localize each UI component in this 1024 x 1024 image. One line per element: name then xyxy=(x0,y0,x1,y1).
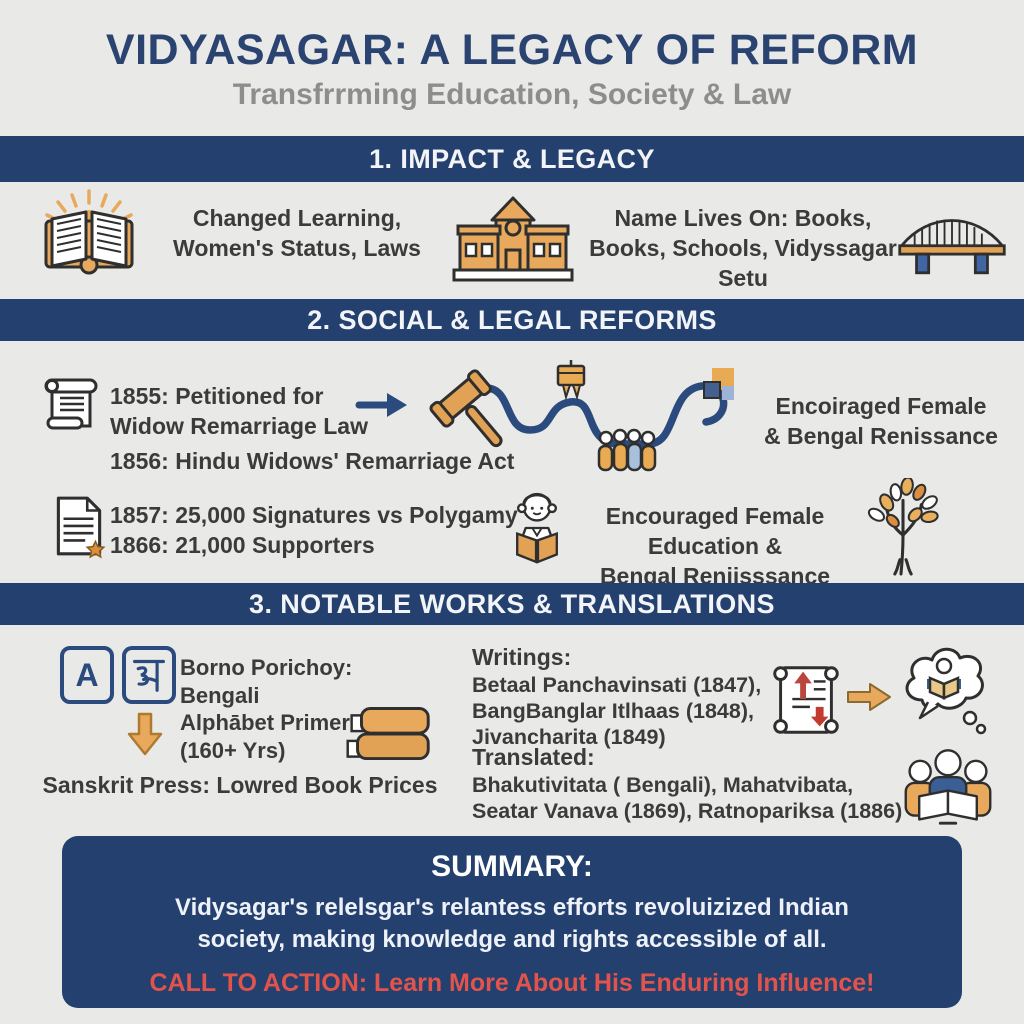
act-1856-text: 1856: Hindu Widows' Remarriage Act xyxy=(110,448,515,474)
page-title: VIDYASAGAR: A LEGACY OF REFORM xyxy=(105,26,919,74)
summary-title: SUMMARY: xyxy=(431,850,593,883)
arrow-right-orange-icon xyxy=(846,680,892,714)
latin-a-box: A xyxy=(60,646,114,704)
award-ribbon-icon xyxy=(556,360,586,401)
group-reading-icon xyxy=(900,736,996,826)
translated-list: Bhakutivitata ( Bengali), Mahatvibata, S… xyxy=(472,773,903,824)
books-stack-icon xyxy=(332,700,440,772)
section3-header: 3. NOTABLE WORKS & TRANSLATIONS xyxy=(249,588,775,619)
person-reading-icon xyxy=(504,486,570,570)
section3-header-band: 3. NOTABLE WORKS & TRANSLATIONS xyxy=(0,583,1024,625)
section1-header: 1. IMPACT & LEGACY xyxy=(369,143,655,174)
supporters-1866-text: 1866: 21,000 Supporters xyxy=(110,532,375,558)
writings-list: Betaal Panchavinsati (1847), BangBanglar… xyxy=(472,673,762,750)
summary-cta: CALL TO ACTION: Learn More About His End… xyxy=(149,969,875,998)
borno-text: Borno Porichoy: Bengali Alphābet Primer … xyxy=(180,655,353,763)
petition-1855-text: 1855: Petitioned for Widow Remarriage La… xyxy=(110,383,368,439)
page-subtitle: Transfrrming Education, Society & Law xyxy=(232,78,792,111)
document-star-icon xyxy=(50,494,108,560)
scroll-arrows-icon xyxy=(766,658,846,744)
blocks-icon xyxy=(703,368,734,400)
signatures-1857-text: 1857: 25,000 Signatures vs Polygamy xyxy=(110,502,518,528)
scroll-icon xyxy=(36,372,106,434)
thought-reader-icon xyxy=(892,638,992,738)
section2-header-band: 2. SOCIAL & LEGAL REFORMS xyxy=(0,299,1024,341)
section1-header-band: 1. IMPACT & LEGACY xyxy=(0,136,1024,182)
down-arrow-icon xyxy=(124,710,166,758)
gavel-icon xyxy=(429,369,503,448)
summary-body: Vidysagar's relelsgar's relantess effort… xyxy=(175,894,849,953)
devanagari-a-icon xyxy=(122,646,176,704)
sanskrit-press-text: Sanskrit Press: Lowred Book Prices xyxy=(42,772,438,798)
people-group-icon xyxy=(597,428,657,472)
summary-box: SUMMARY: Vidysagar's relelsgar's relante… xyxy=(62,836,962,1008)
school-icon xyxy=(448,192,578,288)
section2-header: 2. SOCIAL & LEGAL REFORMS xyxy=(307,304,717,335)
bridge-icon xyxy=(896,208,1008,276)
translate-icon: A xyxy=(60,646,176,704)
impact-name-lives-text: Name Lives On: Books, Books, Schools, Vi… xyxy=(589,205,897,291)
translated-label: Translated: xyxy=(472,744,595,770)
book-sun-icon xyxy=(34,188,144,282)
encouraged-short-text: Encoiraged Female & Bengal Renissance xyxy=(764,393,998,449)
reform-journey-graphic xyxy=(420,358,770,476)
encouraged-education-text: Encouraged Female Education & Bengal Ren… xyxy=(599,503,831,589)
tree-icon xyxy=(862,478,944,576)
writings-label: Writings: xyxy=(472,644,572,670)
arrow-right-icon xyxy=(355,390,411,420)
impact-changed-text: Changed Learning, Women's Status, Laws xyxy=(173,205,421,261)
latin-a-label: A xyxy=(75,656,99,693)
